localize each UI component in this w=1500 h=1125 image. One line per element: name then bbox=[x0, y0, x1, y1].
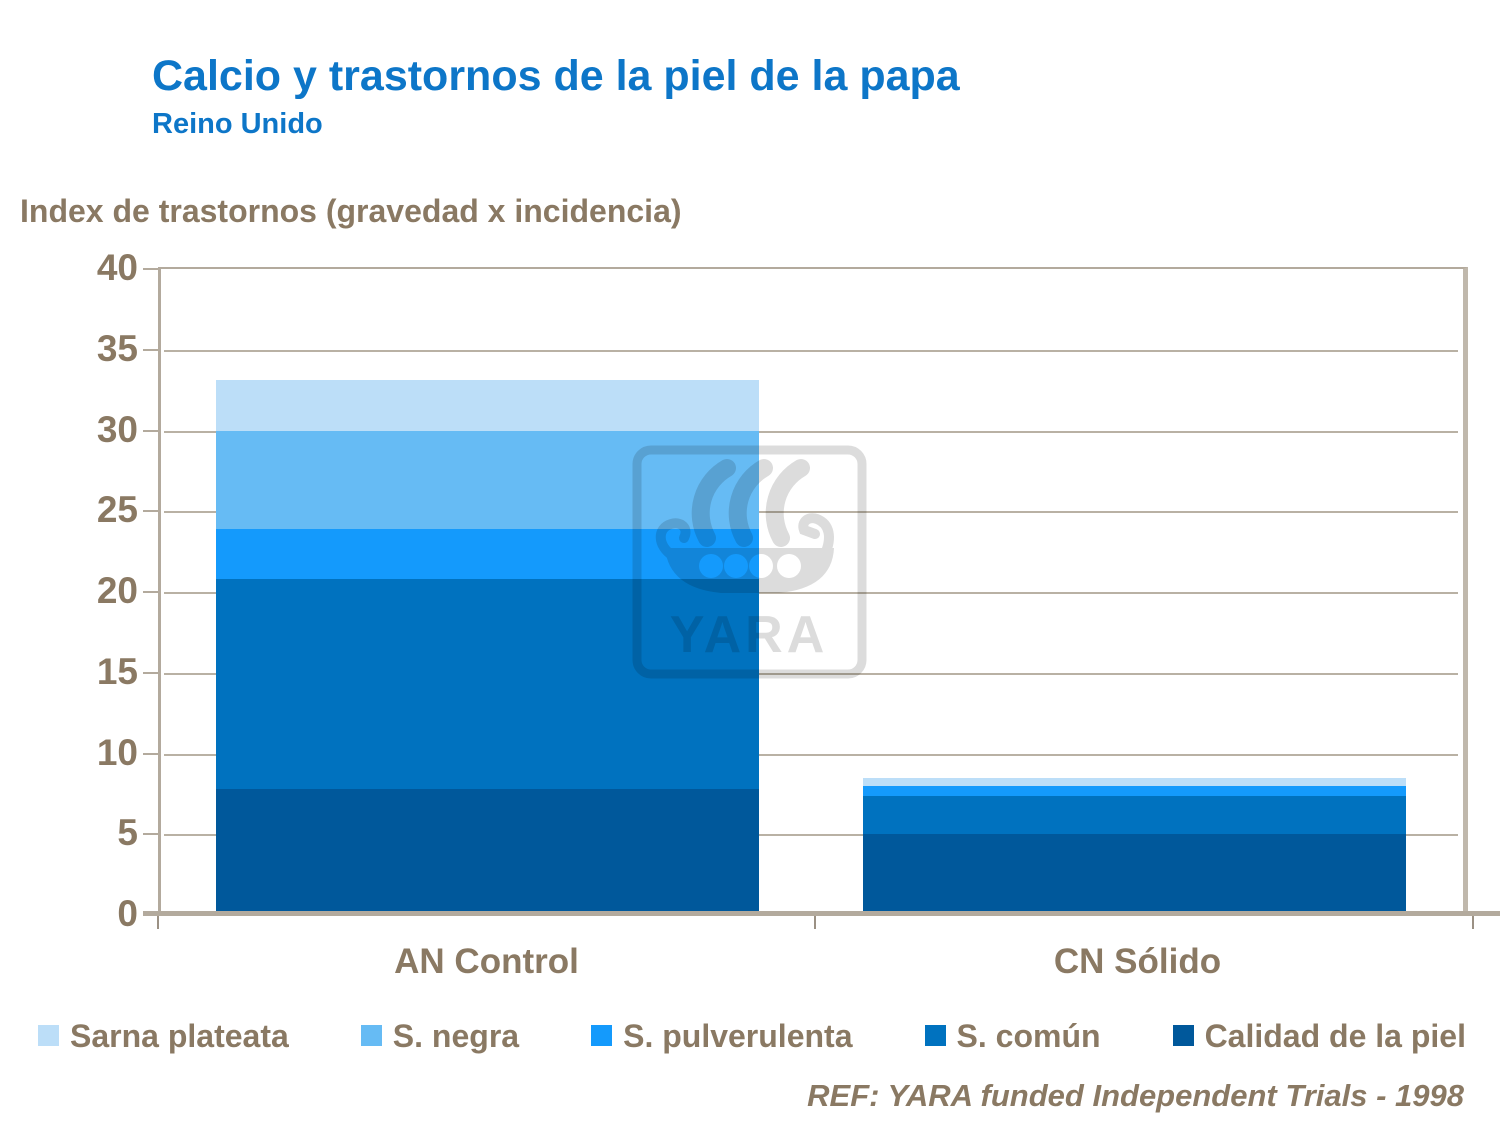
gridline-10 bbox=[164, 753, 1458, 756]
legend-item-s-com-n: S. común bbox=[924, 1018, 1101, 1055]
legend-swatch-icon bbox=[1172, 1025, 1194, 1046]
y-tick-mark-20 bbox=[143, 591, 158, 593]
legend-label: S. negra bbox=[392, 1018, 520, 1054]
plot-area bbox=[164, 269, 1458, 915]
legend-item-calidad-de-la-piel: Calidad de la piel bbox=[1172, 1018, 1466, 1055]
x-axis-tick bbox=[814, 916, 816, 929]
segment-calidad-de-la-piel bbox=[215, 789, 760, 915]
y-tick-mark-25 bbox=[143, 510, 158, 513]
y-tick-mark-35 bbox=[143, 348, 158, 351]
y-tick-mark-10 bbox=[143, 752, 158, 755]
gridline-5 bbox=[164, 834, 1458, 837]
y-tick-label-30: 30 bbox=[96, 408, 138, 450]
segment-s-negra bbox=[215, 430, 760, 530]
page-subtitle: Reino Unido bbox=[152, 108, 323, 140]
segment-s-pulverulenta bbox=[862, 785, 1407, 796]
y-tick-label-5: 5 bbox=[117, 812, 138, 854]
legend-label: S. pulverulenta bbox=[623, 1018, 853, 1054]
bar-cn-solido bbox=[862, 269, 1407, 915]
legend-label: Sarna plateata bbox=[70, 1018, 289, 1054]
reference-note: REF: YARA funded Independent Trials - 19… bbox=[807, 1078, 1464, 1113]
chart-legend: Sarna plateata S. negra S. pulverulenta S. … bbox=[38, 1018, 1466, 1055]
legend-item-s-pulverulenta: S. pulverulenta bbox=[591, 1018, 852, 1055]
y-tick-mark-40 bbox=[143, 268, 158, 270]
bar-an-control bbox=[215, 269, 760, 915]
legend-swatch-icon bbox=[591, 1025, 613, 1046]
legend-swatch-icon bbox=[360, 1025, 382, 1046]
x-axis-tick bbox=[157, 916, 159, 929]
legend-label: Calidad de la piel bbox=[1204, 1018, 1466, 1054]
y-tick-label-20: 20 bbox=[96, 570, 138, 611]
y-tick-mark-15 bbox=[143, 671, 158, 674]
segment-sarna-plateata bbox=[215, 380, 760, 431]
y-tick-label-40: 40 bbox=[96, 247, 138, 288]
legend-swatch-icon bbox=[38, 1025, 59, 1046]
legend-label: S. común bbox=[956, 1018, 1101, 1054]
y-tick-mark-30 bbox=[143, 429, 158, 432]
plot-frame bbox=[158, 267, 1468, 915]
x-axis-line bbox=[143, 911, 1500, 916]
segment-s-com-n bbox=[215, 579, 760, 790]
category-label-cn-solido: CN Sólido bbox=[1053, 942, 1222, 981]
segment-s-pulverulenta bbox=[215, 529, 760, 580]
legend-swatch-icon bbox=[924, 1025, 946, 1046]
y-tick-label-15: 15 bbox=[96, 650, 138, 692]
legend-item-s-negra: S. negra bbox=[360, 1018, 520, 1055]
y-tick-label-25: 25 bbox=[96, 489, 138, 531]
page-title: Calcio y trastornos de la piel de la pap… bbox=[152, 52, 960, 100]
category-label-an-control: AN Control bbox=[394, 942, 579, 981]
y-tick-label-10: 10 bbox=[96, 731, 138, 773]
gridline-35 bbox=[164, 349, 1458, 352]
y-axis-title: Index de trastornos (gravedad x incidenc… bbox=[20, 193, 682, 229]
segment-calidad-de-la-piel bbox=[862, 834, 1407, 915]
legend-item-sarna-plateata: Sarna plateata bbox=[38, 1018, 289, 1055]
segment-sarna-plateata bbox=[862, 777, 1407, 786]
segment-s-com-n bbox=[862, 795, 1407, 835]
gridline-30 bbox=[164, 430, 1458, 433]
y-tick-label-0: 0 bbox=[117, 893, 138, 934]
y-tick-label-35: 35 bbox=[96, 327, 138, 369]
y-tick-mark-5 bbox=[143, 833, 158, 836]
x-axis-tick bbox=[1472, 916, 1474, 929]
